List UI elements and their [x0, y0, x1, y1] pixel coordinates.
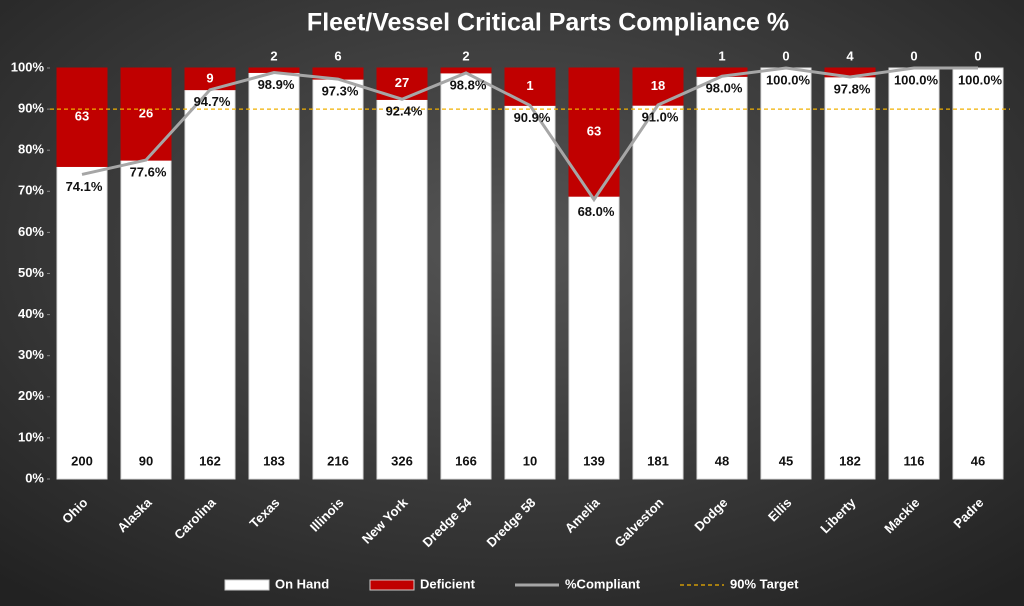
data-label: 27 [395, 75, 409, 90]
line-label: 91.0% [642, 109, 679, 124]
data-label: 63 [587, 124, 601, 139]
y-tick-label: 0% [25, 470, 44, 485]
data-label: 216 [327, 453, 349, 468]
line-label: 100.0% [958, 72, 1003, 87]
line-label: 98.0% [706, 81, 743, 96]
y-tick-label: 20% [18, 388, 44, 403]
bar-segment [632, 67, 684, 106]
bar-segment [376, 98, 428, 480]
data-label: 45 [779, 453, 793, 468]
data-label: 63 [75, 109, 89, 124]
line-label: 92.4% [386, 104, 423, 119]
bar-segment [696, 75, 748, 480]
line-label: 97.8% [834, 81, 871, 96]
bar-segment [56, 165, 108, 480]
data-label: 0 [910, 48, 917, 63]
bar-segment [120, 159, 172, 480]
data-label: 200 [71, 453, 93, 468]
data-label: 0 [782, 48, 789, 63]
legend-label: On Hand [275, 576, 329, 591]
line-label: 94.7% [194, 94, 231, 109]
y-tick-label: 100% [11, 59, 45, 74]
line-label: 68.0% [578, 204, 615, 219]
legend-label: %Compliant [565, 576, 641, 591]
data-label: 48 [715, 453, 729, 468]
data-label: 181 [647, 453, 669, 468]
data-label: 18 [651, 78, 665, 93]
data-label: 10 [523, 453, 537, 468]
data-label: 183 [263, 453, 285, 468]
bar-segment [312, 78, 364, 480]
data-label: 166 [455, 453, 477, 468]
data-label: 6 [334, 48, 341, 63]
y-tick-label: 10% [18, 429, 44, 444]
bar-segment [184, 89, 236, 480]
line-label: 98.9% [258, 77, 295, 92]
data-label: 182 [839, 453, 861, 468]
data-label: 9 [206, 70, 213, 85]
bar-segment [888, 67, 940, 480]
legend-label: Deficient [420, 576, 476, 591]
line-series [81, 66, 978, 203]
data-label: 2 [462, 48, 469, 63]
data-label: 26 [139, 105, 153, 120]
y-tick-label: 60% [18, 224, 44, 239]
data-label: 1 [718, 48, 725, 63]
data-label: 2 [270, 48, 277, 63]
y-tick-label: 90% [18, 101, 44, 116]
y-tick-label: 70% [18, 183, 44, 198]
chart-title: Fleet/Vessel Critical Parts Compliance % [307, 9, 789, 37]
bar-segment [120, 67, 172, 161]
bar-segment [952, 67, 1004, 480]
line-label: 100.0% [894, 72, 939, 87]
data-label: 0 [974, 48, 981, 63]
line-label: 77.6% [130, 165, 167, 180]
bar-segment [56, 67, 108, 167]
bar-segment [760, 67, 812, 480]
y-tick-label: 80% [18, 142, 44, 157]
legend-swatch [224, 579, 270, 591]
bar-segment [248, 71, 300, 480]
bar-segment [824, 76, 876, 480]
data-label: 116 [904, 453, 925, 468]
data-label: 46 [971, 453, 985, 468]
bar-segment [568, 195, 620, 480]
bar-segment [632, 104, 684, 480]
data-label: 90 [139, 453, 153, 468]
y-tick-label: 30% [18, 347, 44, 362]
data-label: 139 [583, 453, 605, 468]
line-label: 74.1% [66, 179, 103, 194]
bar-segment [440, 72, 492, 480]
legend-label: 90% Target [730, 576, 799, 591]
line-label: 100.0% [766, 72, 811, 87]
line-label: 98.8% [450, 77, 487, 92]
data-label: 326 [391, 453, 413, 468]
line-label: 90.9% [514, 110, 551, 125]
y-tick-label: 40% [18, 306, 44, 321]
bar-segment [504, 104, 556, 480]
y-tick-label: 50% [18, 265, 44, 280]
data-label: 4 [846, 48, 854, 63]
line-label: 97.3% [322, 84, 359, 99]
data-label: 1 [526, 78, 533, 93]
legend-swatch [369, 579, 415, 591]
data-label: 162 [199, 453, 221, 468]
